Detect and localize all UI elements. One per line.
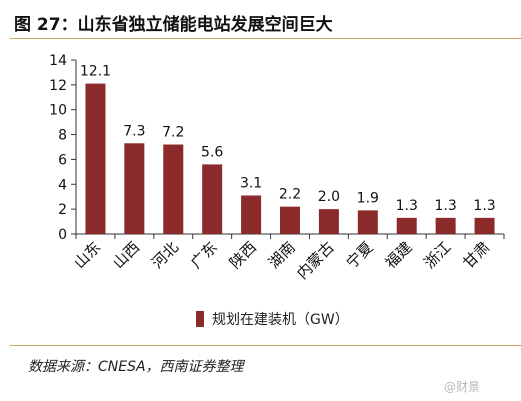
title-divider (10, 38, 521, 39)
bar (85, 83, 106, 234)
x-tick-label: 广东 (187, 238, 221, 272)
figure-title: 图 27：山东省独立储能电站发展空间巨大 (14, 15, 333, 35)
x-tick-label: 内蒙古 (293, 238, 338, 283)
chart-legend: 规划在建装机（GW） (196, 309, 349, 329)
y-tick-label: 6 (58, 152, 67, 168)
bar (202, 164, 223, 234)
y-tick-label: 10 (49, 103, 67, 119)
bar (280, 206, 300, 234)
bar (435, 217, 456, 234)
y-tick-label: 14 (49, 53, 67, 69)
x-tick-label: 甘肃 (459, 238, 493, 272)
bar (396, 217, 417, 234)
x-tick-label: 河北 (148, 238, 182, 272)
x-tick-label: 陕西 (226, 238, 260, 272)
y-tick-label: 12 (49, 78, 67, 94)
data-label: 1.3 (473, 198, 495, 214)
x-tick-label: 湖南 (265, 238, 299, 272)
y-tick-label: 8 (58, 128, 67, 144)
bar (474, 217, 495, 234)
y-tick-label: 2 (58, 202, 67, 218)
bar (241, 195, 262, 234)
bar (318, 209, 339, 234)
x-tick-label: 浙江 (421, 238, 455, 272)
x-tick-label: 宁夏 (343, 238, 377, 272)
legend-label: 规划在建装机（GW） (212, 312, 349, 328)
y-tick-label: 0 (58, 227, 67, 243)
legend-swatch (196, 311, 204, 327)
data-label: 7.3 (123, 123, 145, 139)
data-label: 7.2 (162, 125, 184, 141)
watermark: @财景 (444, 380, 481, 394)
bar (357, 210, 378, 234)
y-tick-label: 4 (58, 177, 67, 193)
source-note: 数据来源：CNESA，西南证券整理 (28, 359, 244, 375)
x-tick-label: 山东 (70, 238, 104, 272)
data-label: 1.3 (396, 198, 418, 214)
x-tick-label: 山西 (109, 238, 143, 272)
data-label: 1.9 (357, 190, 379, 206)
source-divider (10, 345, 521, 346)
data-label: 5.6 (201, 144, 223, 160)
data-label: 1.3 (435, 198, 457, 214)
bar-chart: 0 2 4 6 8 10 12 14 12.1 山东 7.3 山西 7.2 河北 5.6 广东 3.1 陕西 2.2… (49, 53, 505, 283)
x-tick-label: 福建 (382, 238, 416, 272)
data-label: 2.2 (279, 187, 301, 203)
bar (163, 144, 184, 234)
data-label: 2.0 (318, 189, 340, 205)
bar (124, 143, 145, 234)
data-label: 12.1 (80, 64, 111, 80)
data-label: 3.1 (240, 175, 262, 191)
